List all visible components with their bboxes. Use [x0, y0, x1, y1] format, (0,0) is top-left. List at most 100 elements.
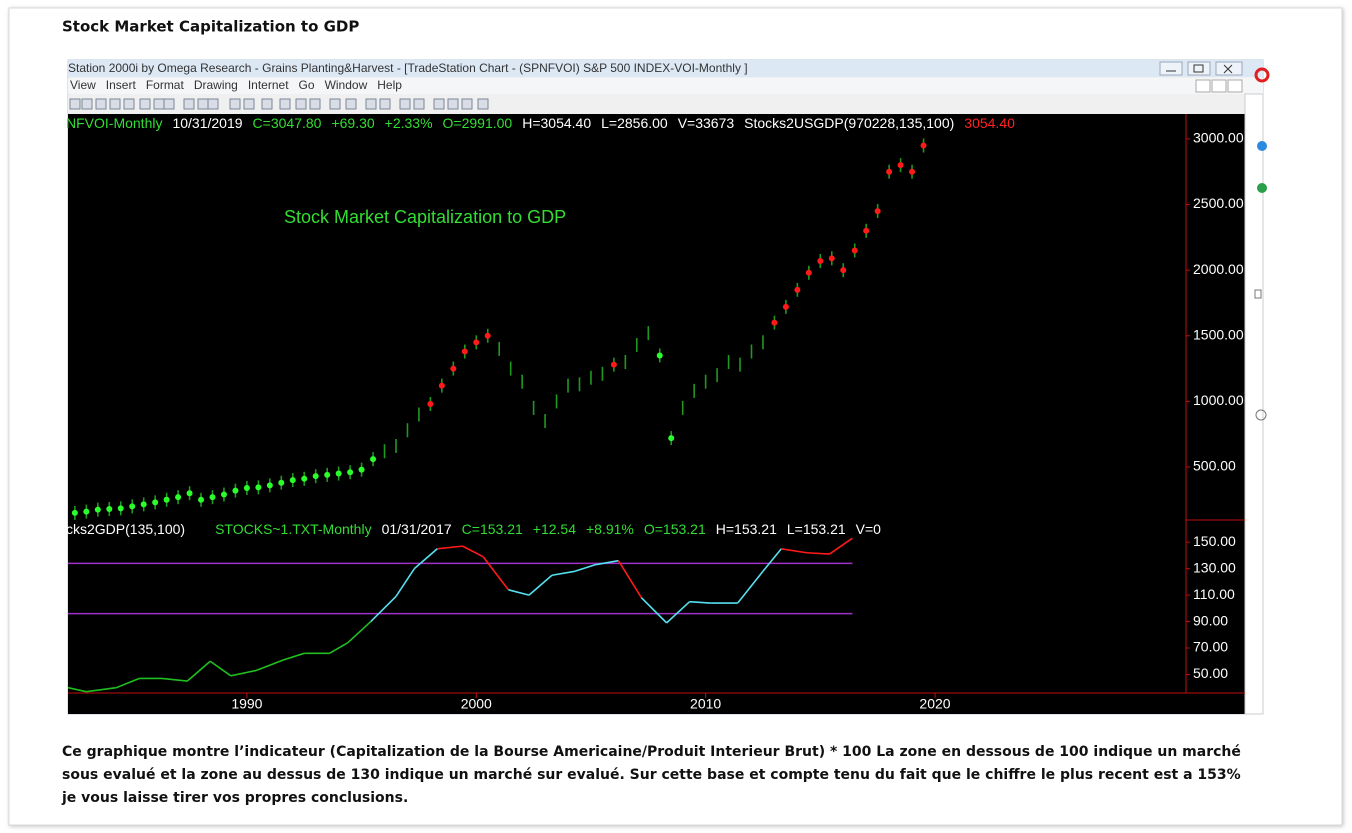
menu-item[interactable]: Internet: [248, 78, 289, 92]
y-tick-label: 50.00: [1193, 665, 1228, 681]
toolbar-button[interactable]: [261, 98, 273, 110]
mdi-restore[interactable]: [1211, 79, 1227, 93]
indicator-segment: [482, 556, 510, 591]
signal-dot: [312, 473, 319, 480]
price-bar: [636, 337, 638, 352]
signal-dot: [461, 348, 468, 355]
signal-dot: [805, 269, 812, 276]
signal-dot: [255, 484, 262, 491]
toolbar-button[interactable]: [365, 98, 377, 110]
signal-dot: [794, 286, 801, 293]
menu-item[interactable]: View: [70, 78, 96, 92]
toolbar-button[interactable]: [329, 98, 341, 110]
toolbar-button[interactable]: [433, 98, 445, 110]
plot: 19801990200020102020: [68, 138, 951, 712]
toolbar-button[interactable]: [197, 98, 209, 110]
toolbar-button[interactable]: [379, 98, 391, 110]
price-bar: [601, 366, 604, 381]
signal-dot: [220, 491, 227, 498]
toolbar-button[interactable]: [69, 98, 81, 110]
menu-bar: [68, 78, 1263, 94]
status-item: C=3047.80: [253, 115, 322, 131]
icon: [1193, 64, 1204, 73]
toolbar-button[interactable]: [243, 98, 255, 110]
indicator-segment: [68, 686, 87, 693]
indicator-segment: [640, 597, 668, 624]
price-bar: [406, 423, 409, 438]
price-bar: [544, 414, 546, 429]
signal-dot: [232, 487, 239, 494]
mdi-min[interactable]: [1195, 79, 1211, 93]
caption-line: sous evalué et la zone au dessus de 130 …: [62, 767, 1241, 783]
caption-line: Ce graphique montre l’indicateur (Capita…: [62, 744, 1241, 760]
minimize-button[interactable]: [1159, 61, 1183, 76]
signal-dot: [450, 365, 457, 372]
toolbar-button[interactable]: [447, 98, 459, 110]
toolbar-button[interactable]: [109, 98, 121, 110]
signal-dot: [438, 382, 445, 389]
indicator-segment: [437, 545, 463, 550]
toolbar-button[interactable]: [413, 98, 425, 110]
toolbar-button[interactable]: [183, 98, 195, 110]
y-tick-label: 1500.00: [1193, 326, 1244, 342]
status-item: V=33673: [678, 115, 735, 131]
menu-item[interactable]: Help: [377, 78, 402, 92]
signal-dot: [897, 162, 904, 169]
menu-item[interactable]: Window: [325, 78, 368, 92]
menu-item[interactable]: Drawing: [194, 78, 238, 92]
signal-dot: [106, 505, 113, 512]
menu-item[interactable]: Go: [299, 78, 315, 92]
restore-button[interactable]: [1187, 61, 1211, 76]
price-bar: [418, 407, 420, 422]
toolbar-button[interactable]: [123, 98, 135, 110]
toolbar-button[interactable]: [95, 98, 107, 110]
menu-item[interactable]: Insert: [106, 78, 137, 92]
signal-dot: [358, 466, 365, 473]
indicator-segment: [395, 568, 416, 597]
toolbar-button[interactable]: [295, 98, 307, 110]
menu-item[interactable]: Format: [146, 78, 185, 92]
toolbar-button[interactable]: [207, 98, 219, 110]
indicator-segment: [115, 677, 140, 689]
mdi-close[interactable]: [1227, 79, 1243, 93]
status-item: V=0: [856, 521, 882, 537]
toolbar-button[interactable]: [81, 98, 93, 110]
toolbar-button[interactable]: [229, 98, 241, 110]
toolbar-button[interactable]: [309, 98, 321, 110]
toolbar-button[interactable]: [399, 98, 411, 110]
toolbar-button[interactable]: [163, 98, 175, 110]
indicator-segment: [161, 677, 188, 682]
toolbar-button[interactable]: [461, 98, 473, 110]
signal-dot: [243, 484, 250, 491]
toolbar-button[interactable]: [153, 98, 165, 110]
status-item: +2.33%: [385, 115, 433, 131]
signal-dot: [851, 247, 858, 254]
indicator-segment: [737, 570, 764, 604]
title-bar: [68, 60, 1263, 77]
signal-dot: [71, 509, 78, 516]
toolbar-button[interactable]: [279, 98, 291, 110]
price-bar: [704, 374, 707, 389]
toolbar-button[interactable]: [477, 98, 489, 110]
y-tick-label: 500.00: [1193, 458, 1236, 474]
y-tick-label: 1000.00: [1193, 392, 1244, 408]
signal-dot: [828, 255, 835, 262]
indicator-segment: [370, 595, 397, 623]
toolbar-button[interactable]: [139, 98, 151, 110]
status-item: +69.30: [331, 115, 374, 131]
status-item: 01/31/2017: [382, 521, 452, 537]
status-item: C=153.21: [462, 521, 523, 537]
scrollbar[interactable]: [1244, 93, 1264, 715]
indicator-segment: [762, 548, 782, 572]
signal-dot: [840, 267, 847, 274]
indicator-segment: [86, 686, 117, 693]
window-controls: [1159, 61, 1243, 76]
signal-dot: [152, 499, 159, 506]
toolbar-button[interactable]: [345, 98, 357, 110]
indicator-segment: [666, 601, 691, 624]
status-item: 10/31/2019: [172, 115, 242, 131]
signal-dot: [668, 435, 675, 442]
price-bar: [395, 438, 397, 453]
y-tick-label: 2000.00: [1193, 261, 1244, 277]
